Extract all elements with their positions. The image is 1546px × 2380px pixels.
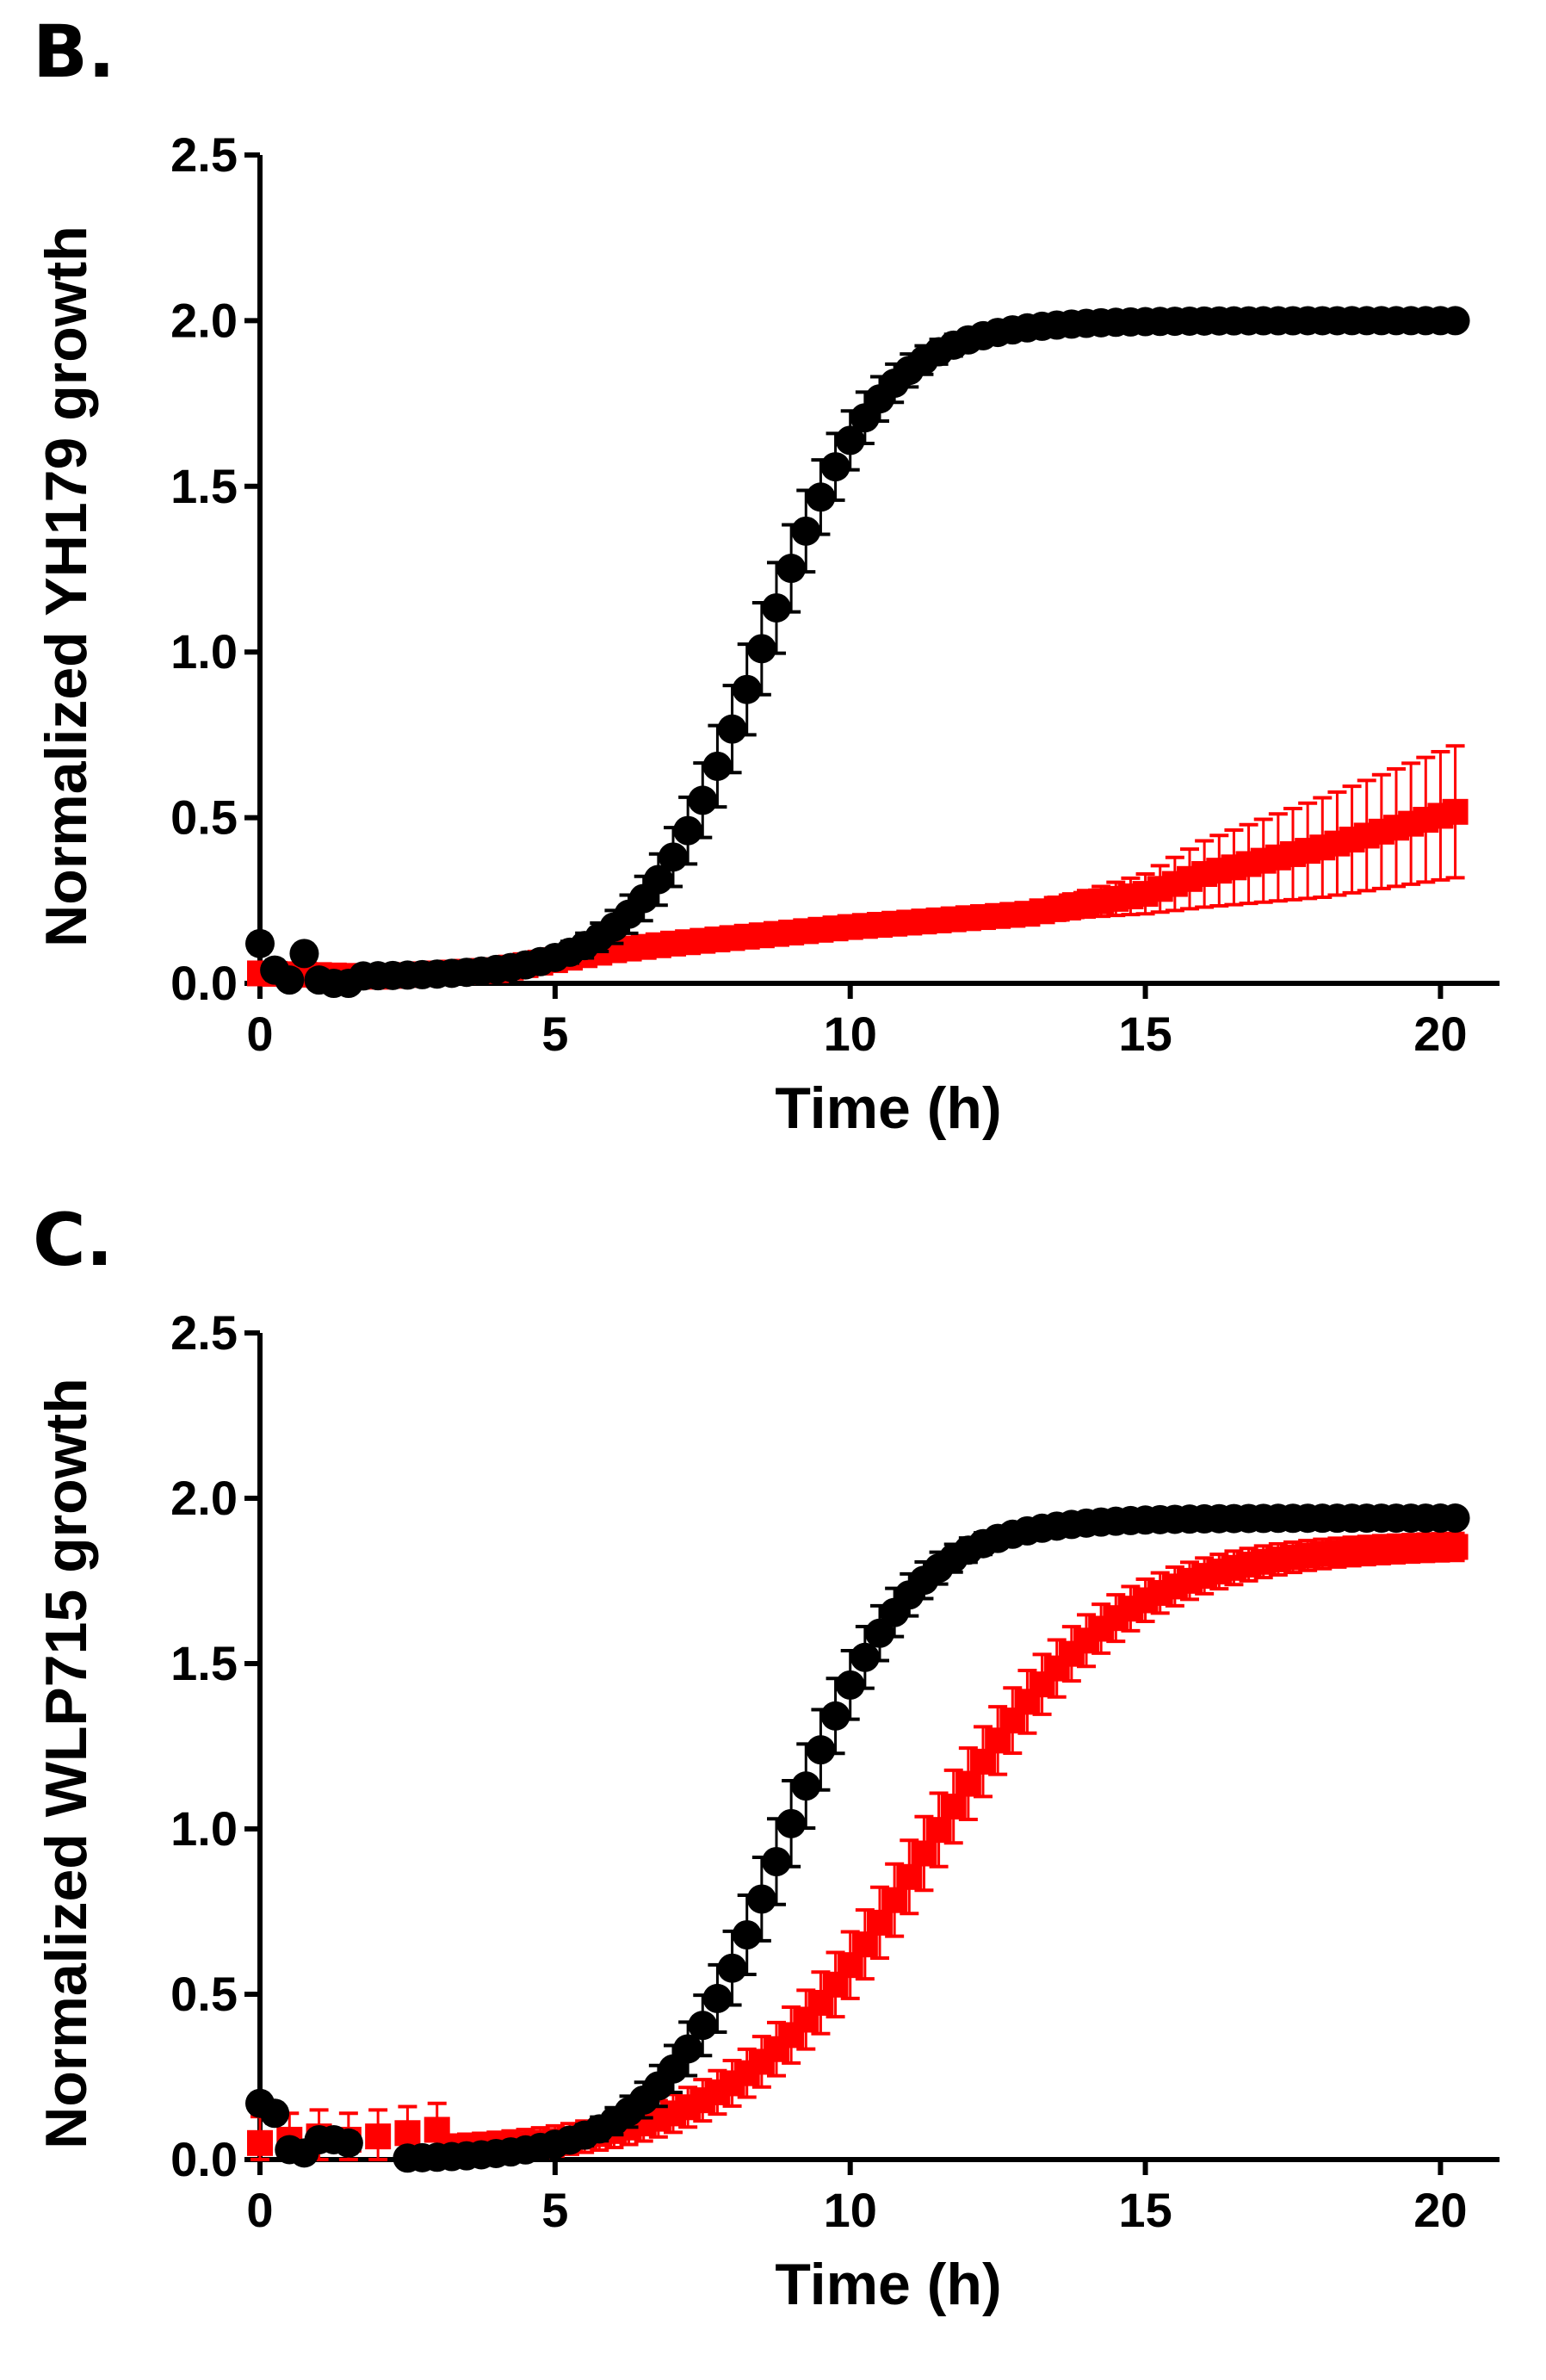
data-point (1442, 798, 1469, 825)
data-point (820, 1701, 850, 1731)
data-point (881, 1887, 908, 1913)
data-point (746, 634, 776, 664)
y-axis-label: Normalized WLP715 growth (34, 1378, 99, 2148)
data-point (688, 785, 718, 815)
data-point (867, 1909, 893, 1936)
data-point (955, 1770, 981, 1797)
data-point (776, 1808, 807, 1838)
data-point (673, 815, 703, 846)
data-point (289, 939, 319, 969)
x-tick-label: 5 (541, 1007, 568, 1061)
data-point (746, 1884, 776, 1914)
data-point (717, 1953, 747, 1983)
y-tick-label: 0.5 (170, 790, 238, 845)
series-red (247, 744, 1469, 990)
data-point (702, 1983, 733, 2013)
data-point (275, 965, 305, 995)
x-tick-label: 15 (1118, 1007, 1172, 1061)
y-tick-label: 0.5 (170, 1967, 238, 2021)
data-point (245, 928, 275, 958)
data-point (394, 2120, 421, 2147)
panel-c: C. 0.0 0.5 1.0 1.5 2.0 2.5 0 5 10 15 20 Time (h) Nor… (0, 1188, 1546, 2380)
y-tick-label: 1.0 (170, 1801, 238, 1856)
data-point (365, 2123, 392, 2150)
panel-letter: B. (33, 9, 115, 94)
data-point (851, 1931, 878, 1958)
data-point (865, 1618, 894, 1648)
x-axis-label: Time (h) (775, 2252, 1001, 2317)
data-point (940, 1794, 967, 1820)
data-point (776, 554, 807, 584)
chart-yh179: 0.0 0.5 1.0 1.5 2.0 2.5 0 5 10 15 20 Time (h) Normal… (34, 127, 1500, 1141)
data-point (835, 1670, 865, 1700)
y-tick-label: 0.0 (170, 956, 238, 1010)
data-point (850, 1642, 880, 1672)
series-black (245, 1503, 1470, 2173)
data-point (659, 842, 688, 872)
data-point (1442, 1534, 1469, 1560)
data-point (925, 1817, 952, 1844)
data-point (806, 482, 836, 512)
chart-wlp715: 0.0 0.5 1.0 1.5 2.0 2.5 0 5 10 15 20 Time (h) Normal… (34, 1305, 1500, 2317)
data-point (333, 2128, 363, 2158)
y-tick-label: 0.0 (170, 2132, 238, 2186)
y-tick-label: 1.5 (170, 1636, 238, 1690)
x-tick-label: 10 (824, 1007, 877, 1061)
x-tick-label: 0 (246, 2183, 273, 2237)
data-point (260, 2098, 290, 2129)
y-tick-label: 2.5 (170, 1305, 238, 1360)
data-point (791, 1771, 821, 1801)
data-point (806, 1735, 836, 1765)
x-tick-label: 0 (246, 1007, 273, 1061)
data-point (1440, 1503, 1470, 1534)
y-axis-label: Normalized YH179 growth (34, 226, 99, 947)
y-tick-label: 2.0 (170, 1471, 238, 1525)
data-point (717, 714, 747, 744)
panel-letter: C. (33, 1198, 114, 1282)
data-point (702, 751, 733, 781)
y-tick-label: 1.0 (170, 624, 238, 679)
x-tick-label: 15 (1118, 2183, 1172, 2237)
data-point (247, 2129, 273, 2156)
data-point (835, 425, 865, 456)
data-point (791, 516, 821, 546)
panel-b: B. 0.0 0.5 1.0 1.5 2.0 2.5 0 5 10 15 20 Time (h) Nor… (0, 0, 1546, 1188)
x-tick-label: 10 (824, 2183, 877, 2237)
data-point (762, 1847, 791, 1877)
x-tick-label: 5 (541, 2183, 568, 2237)
data-point (820, 452, 850, 482)
y-tick-label: 1.5 (170, 459, 238, 513)
data-point (732, 1920, 762, 1950)
y-tick-label: 2.0 (170, 293, 238, 347)
data-point (732, 674, 762, 704)
x-tick-label: 20 (1413, 2183, 1467, 2237)
data-point (762, 592, 791, 623)
data-point (896, 1863, 923, 1890)
y-tick-label: 2.5 (170, 127, 238, 182)
series-black (245, 306, 1470, 998)
x-axis-label: Time (h) (775, 1075, 1001, 1141)
data-point (911, 1840, 937, 1867)
data-point (1440, 306, 1470, 336)
x-tick-label: 20 (1413, 1007, 1467, 1061)
data-point (688, 2011, 718, 2041)
